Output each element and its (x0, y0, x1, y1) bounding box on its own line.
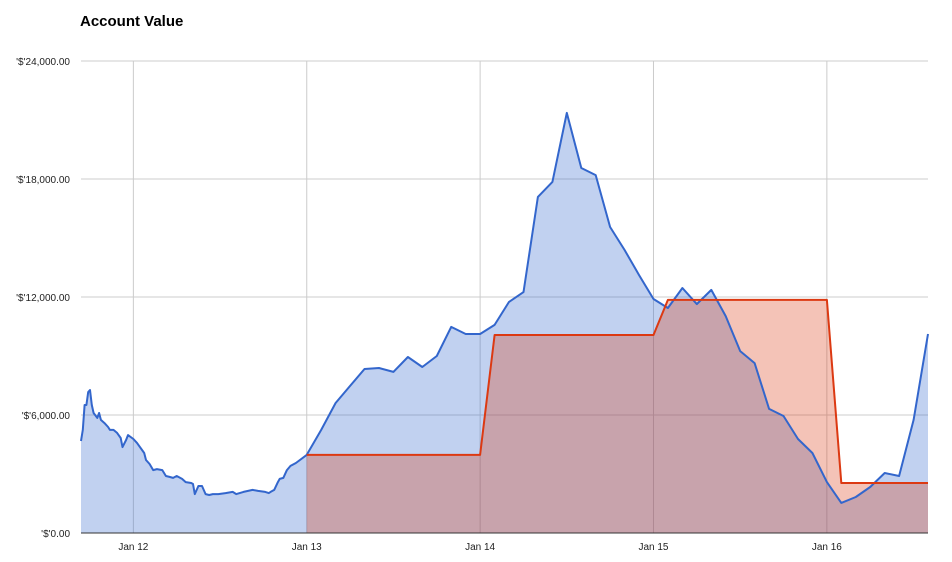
series-1-line (306, 298, 928, 484)
x-tick-label: Jan 14 (465, 542, 495, 553)
y-tick-label: '$'18,000.00 (16, 175, 70, 186)
series-0-area (81, 112, 928, 534)
x-tick-label: Jan 12 (118, 542, 148, 553)
x-tick-label: Jan 16 (812, 542, 842, 553)
series-1-area (306, 299, 928, 533)
chart-title: Account Value (80, 13, 184, 30)
x-tick-label: Jan 15 (638, 542, 668, 553)
y-tick-label: '$'24,000.00 (16, 57, 70, 68)
y-tick-label: '$'6,000.00 (22, 411, 71, 422)
y-tick-label: '$'0.00 (41, 529, 70, 540)
y-tick-label: '$'12,000.00 (16, 293, 70, 304)
x-tick-label: Jan 13 (292, 542, 322, 553)
